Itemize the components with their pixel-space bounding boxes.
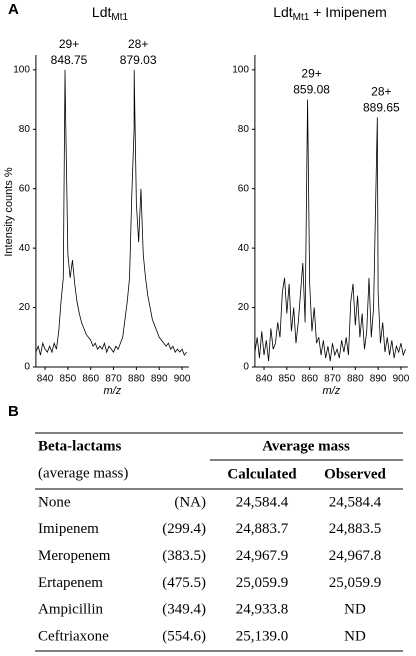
- x-tick-label: 900: [174, 374, 191, 385]
- peak-charge: 28+: [371, 85, 391, 99]
- table-header: Average mass: [262, 438, 350, 454]
- peak-mz: 848.75: [51, 53, 88, 67]
- chart-title: LdtMt1 + Imipenem: [273, 4, 387, 23]
- table-header: Observed: [324, 466, 386, 482]
- y-tick-label: 60: [19, 183, 31, 194]
- x-tick-label: 880: [347, 374, 364, 385]
- spectrum-line: [35, 69, 187, 356]
- x-tick-label: 870: [105, 374, 122, 385]
- y-tick-label: 80: [19, 124, 31, 135]
- y-tick-label: 0: [243, 362, 249, 373]
- cell-mass: (475.5): [162, 575, 206, 591]
- title-main: Ldt: [273, 4, 293, 20]
- x-axis-label: m/z: [104, 385, 122, 397]
- y-tick-label: 40: [238, 243, 250, 254]
- cell-observed: 24,967.8: [329, 548, 382, 564]
- x-tick-label: 850: [60, 374, 77, 385]
- spectrum-line: [254, 99, 406, 362]
- table-header: Beta-lactams: [38, 438, 121, 454]
- x-axis-label: m/z: [322, 385, 340, 397]
- y-tick-label: 20: [238, 302, 250, 313]
- x-tick-label: 850: [279, 374, 296, 385]
- x-tick-label: 870: [324, 374, 341, 385]
- x-tick-label: 900: [393, 374, 410, 385]
- peak-mz: 879.03: [120, 53, 157, 67]
- table: Beta-lactams (average mass) Average mass…: [35, 432, 403, 652]
- title-sub: Mt1: [293, 12, 310, 23]
- y-tick-label: 60: [238, 183, 250, 194]
- y-tick-label: 20: [19, 302, 31, 313]
- x-tick-label: 860: [82, 374, 99, 385]
- cell-name: None: [38, 494, 71, 510]
- y-axis-label: Intensity counts %: [3, 167, 15, 256]
- y-tick-label: 40: [19, 243, 31, 254]
- peak-mz: 859.08: [293, 83, 330, 97]
- x-tick-label: 860: [301, 374, 318, 385]
- cell-mass: (NA): [174, 494, 206, 510]
- cell-observed: 24,883.5: [329, 521, 382, 537]
- cell-mass: (299.4): [162, 521, 206, 537]
- peak-mz: 889.65: [363, 101, 400, 115]
- cell-calculated: 24,967.9: [236, 548, 289, 564]
- cell-calculated: 25,059.9: [236, 575, 289, 591]
- cell-calculated: 24,933.8: [236, 602, 289, 618]
- cell-observed: 25,059.9: [329, 575, 382, 591]
- cell-calculated: 25,139.0: [236, 628, 289, 644]
- cell-calculated: 24,883.7: [236, 521, 289, 537]
- y-tick-label: 100: [232, 64, 249, 75]
- cell-mass: (554.6): [162, 628, 206, 644]
- cell-mass: (349.4): [162, 602, 206, 618]
- cell-name: Ertapenem: [38, 575, 103, 591]
- y-tick-label: 100: [13, 64, 30, 75]
- table-header: (average mass): [38, 465, 128, 481]
- title-main: Ldt: [92, 4, 112, 20]
- cell-observed: ND: [344, 628, 366, 644]
- cell-observed: 24,584.4: [329, 494, 382, 510]
- title-sub: Mt1: [111, 12, 128, 23]
- x-tick-label: 890: [370, 374, 387, 385]
- y-tick-label: 0: [24, 362, 30, 373]
- peak-charge: 29+: [59, 37, 79, 51]
- panel-label: A: [8, 1, 19, 18]
- cell-name: Ampicillin: [38, 602, 103, 618]
- title-suffix: + Imipenem: [309, 4, 386, 20]
- chart-title: LdtMt1: [92, 4, 129, 23]
- cell-name: Ceftriaxone: [38, 628, 109, 644]
- peak-charge: 29+: [301, 67, 321, 81]
- cell-mass: (383.5): [162, 548, 206, 564]
- cell-name: Imipenem: [38, 521, 99, 537]
- cell-calculated: 24,584.4: [236, 494, 289, 510]
- panel-label: B: [8, 403, 19, 420]
- x-tick-label: 840: [256, 374, 273, 385]
- x-tick-label: 840: [37, 374, 54, 385]
- y-tick-label: 80: [238, 124, 250, 135]
- x-tick-label: 890: [151, 374, 168, 385]
- peak-charge: 28+: [128, 37, 148, 51]
- table-header: Calculated: [227, 466, 297, 482]
- cell-observed: ND: [344, 602, 366, 618]
- x-tick-label: 880: [128, 374, 145, 385]
- cell-name: Meropenem: [38, 548, 111, 564]
